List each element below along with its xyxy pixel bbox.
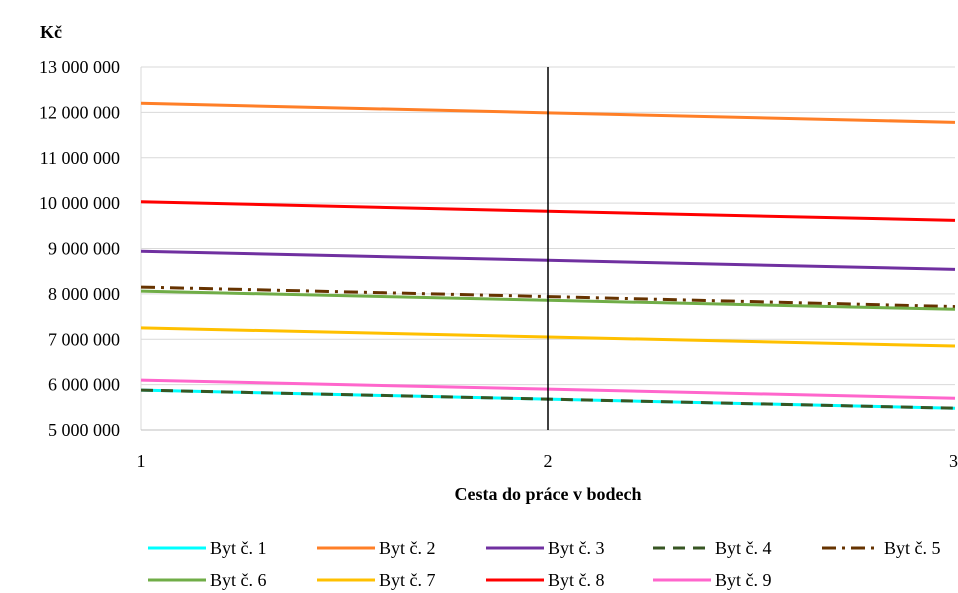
legend-label: Byt č. 7 [379, 570, 436, 590]
legend-label: Byt č. 2 [379, 538, 436, 558]
y-tick-label: 5 000 000 [48, 420, 120, 440]
y-tick-label: 7 000 000 [48, 329, 120, 349]
legend-label: Byt č. 3 [548, 538, 605, 558]
x-tick-labels: 1 2 3 [137, 451, 958, 471]
y-tick-label: 12 000 000 [39, 102, 120, 122]
legend-label: Byt č. 6 [210, 570, 267, 590]
legend-label: Byt č. 1 [210, 538, 267, 558]
legend-label: Byt č. 9 [715, 570, 772, 590]
y-tick-label: 13 000 000 [39, 57, 120, 77]
legend-label: Byt č. 5 [884, 538, 941, 558]
x-tick-label: 3 [949, 451, 958, 471]
y-axis-unit-label: Kč [40, 22, 62, 42]
legend-label: Byt č. 4 [715, 538, 772, 558]
y-tick-labels: 5 000 000 6 000 000 7 000 000 8 000 000 9 00… [39, 57, 120, 440]
y-tick-label: 9 000 000 [48, 239, 120, 259]
y-tick-label: 11 000 000 [40, 148, 120, 168]
y-tick-label: 8 000 000 [48, 284, 120, 304]
y-tick-label: 6 000 000 [48, 375, 120, 395]
x-tick-label: 1 [137, 451, 146, 471]
legend-label: Byt č. 8 [548, 570, 605, 590]
x-tick-label: 2 [544, 451, 553, 471]
legend: Byt č. 1 Byt č. 2 Byt č. 3 Byt č. 4 Byt č. 5… [148, 538, 941, 590]
x-axis-title: Cesta do práce v bodech [455, 484, 642, 504]
y-tick-label: 10 000 000 [39, 193, 120, 213]
